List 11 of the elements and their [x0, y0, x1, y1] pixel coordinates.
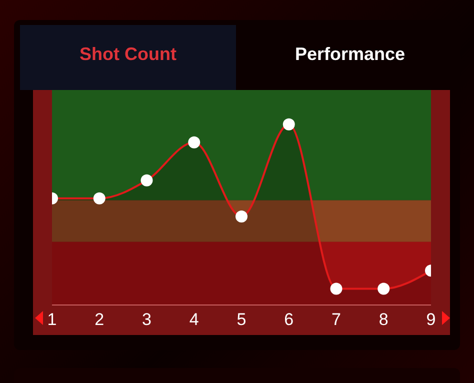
text: Performance: [294, 44, 406, 65]
x-tick-label: 1: [47, 310, 57, 330]
x-tick-label: 8: [378, 310, 388, 330]
x-tick-label: 9: [426, 310, 436, 330]
x-tick-label: 6: [284, 310, 294, 330]
x-tick-label: 3: [142, 310, 152, 330]
x-tick-label: 4: [189, 310, 199, 330]
x-tick-label: 7: [332, 310, 341, 330]
x-tick-label: 2: [94, 310, 104, 330]
x-tick-label: 5: [236, 310, 246, 330]
text: Shot Count: [78, 44, 178, 65]
